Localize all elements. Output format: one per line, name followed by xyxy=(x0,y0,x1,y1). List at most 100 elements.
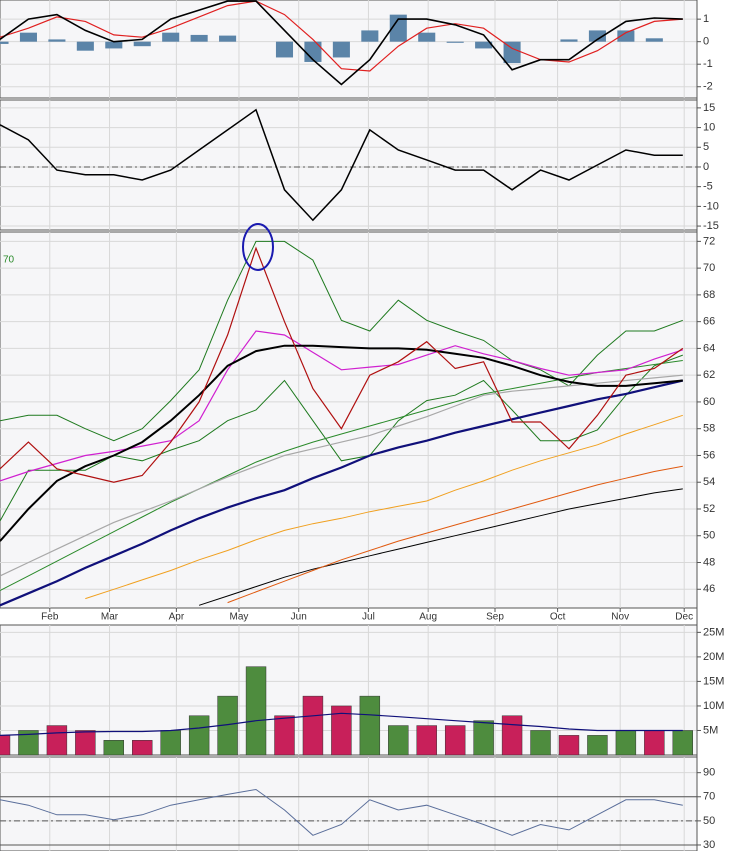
volume-bar xyxy=(0,735,11,756)
y-tick-label: 64 xyxy=(703,342,715,354)
histogram-bar xyxy=(361,30,379,42)
volume-bar xyxy=(188,715,210,756)
annotation: 70 xyxy=(3,255,15,266)
x-tick-label: Nov xyxy=(611,612,629,623)
histogram-bar xyxy=(503,41,521,64)
x-tick-label: Jun xyxy=(291,612,307,623)
series-line xyxy=(0,246,684,483)
volume-bar xyxy=(587,735,608,756)
series-line xyxy=(0,108,683,222)
x-tick-label: Aug xyxy=(419,612,437,623)
histogram-bar xyxy=(0,41,9,44)
y-tick-label: 70 xyxy=(703,791,715,803)
series-line xyxy=(0,0,683,86)
volume-bar xyxy=(644,730,665,756)
y-tick-label: 0 xyxy=(703,161,709,173)
histogram-bar xyxy=(645,38,663,42)
y-tick-label: 50 xyxy=(703,530,715,542)
x-tick-label: Apr xyxy=(169,612,185,623)
histogram-bar xyxy=(617,30,635,42)
volume-bar xyxy=(331,705,352,756)
y-tick-label: 25M xyxy=(703,626,724,638)
volume-bar xyxy=(132,740,153,756)
x-tick-label: Jul xyxy=(362,612,375,623)
panel-background xyxy=(0,231,698,609)
series-line xyxy=(227,465,683,604)
panels: 10-1-2151050-5-10-1546485052545658606264… xyxy=(0,0,724,851)
series-line xyxy=(0,0,683,72)
y-tick-label: 54 xyxy=(703,476,715,488)
histogram-bar xyxy=(588,30,606,42)
y-tick-label: 30 xyxy=(703,839,715,851)
y-tick-label: 56 xyxy=(703,449,715,461)
y-tick-label: 48 xyxy=(703,556,715,568)
volume-bar xyxy=(501,715,523,756)
y-tick-label: 66 xyxy=(703,316,715,328)
y-tick-label: -2 xyxy=(703,81,713,93)
volume-bar xyxy=(416,725,437,756)
volume-bar xyxy=(672,730,693,756)
y-tick-label: 5M xyxy=(703,724,718,736)
volume-bar xyxy=(359,695,381,756)
histogram-bar xyxy=(219,35,237,42)
y-tick-label: 60 xyxy=(703,396,715,408)
x-tick-label: Mar xyxy=(101,612,119,623)
y-tick-label: 20M xyxy=(703,651,724,663)
x-tick-label: May xyxy=(230,612,249,623)
histogram-bar xyxy=(19,32,37,42)
volume-bar xyxy=(103,740,125,756)
histogram-bar xyxy=(105,41,123,49)
highlight-circle xyxy=(242,223,274,271)
series-line xyxy=(0,788,683,836)
series-line xyxy=(0,379,684,607)
volume-bar xyxy=(160,730,181,756)
y-tick-label: 70 xyxy=(703,262,715,274)
histogram-bar xyxy=(48,39,66,42)
volume-bar xyxy=(75,730,96,756)
histogram-bar xyxy=(389,14,407,42)
y-tick-label: -15 xyxy=(703,220,719,232)
y-tick-label: 72 xyxy=(703,235,715,247)
y-tick-label: 10M xyxy=(703,700,724,712)
histogram-bar xyxy=(162,32,180,42)
volume-bar xyxy=(274,715,295,756)
volume-bar xyxy=(302,695,324,756)
histogram-bar xyxy=(76,41,94,51)
volume-bar xyxy=(558,735,580,756)
volume-bar xyxy=(18,730,39,756)
series-line xyxy=(0,360,683,592)
y-tick-label: -10 xyxy=(703,200,719,212)
volume-bar xyxy=(444,725,466,756)
volume-bar xyxy=(530,730,551,756)
y-tick-label: 5 xyxy=(703,141,709,153)
x-tick-label: Oct xyxy=(550,612,566,623)
y-tick-label: 46 xyxy=(703,583,715,595)
histogram-bar xyxy=(446,41,464,43)
panel-background xyxy=(0,99,698,231)
y-tick-label: 52 xyxy=(703,503,715,515)
y-tick-label: 0 xyxy=(703,36,709,48)
volume-bar xyxy=(245,666,267,756)
x-tick-label: Sep xyxy=(486,612,504,623)
y-tick-label: 15 xyxy=(703,102,715,114)
histogram-bar xyxy=(133,41,151,47)
y-tick-label: -1 xyxy=(703,58,713,70)
y-tick-label: 58 xyxy=(703,423,715,435)
series-line xyxy=(0,712,683,736)
y-tick-label: 1 xyxy=(703,13,709,25)
y-tick-label: 15M xyxy=(703,675,724,687)
series-line xyxy=(0,330,683,482)
series-line xyxy=(198,488,683,606)
volume-bar xyxy=(46,725,68,756)
histogram-bar xyxy=(275,41,294,58)
y-tick-label: 90 xyxy=(703,767,715,779)
x-tick-label: Feb xyxy=(41,612,59,623)
histogram-bar xyxy=(332,41,350,58)
y-tick-label: 62 xyxy=(703,369,715,381)
series-line xyxy=(0,344,683,542)
histogram-bar xyxy=(190,34,208,42)
y-tick-label: 68 xyxy=(703,289,715,301)
histogram-bar xyxy=(475,41,493,49)
panel-background xyxy=(0,756,698,851)
y-tick-label: 10 xyxy=(703,121,715,133)
